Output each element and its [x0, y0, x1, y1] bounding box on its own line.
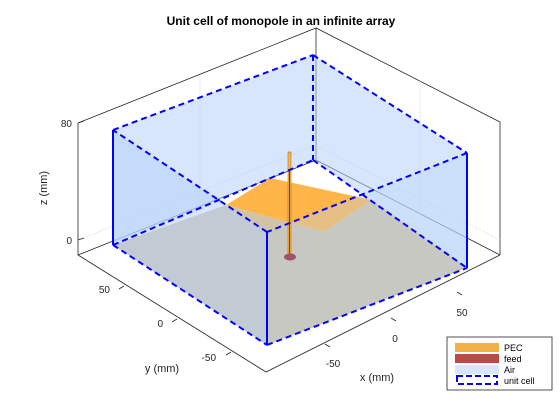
legend-swatch-feed	[455, 354, 499, 363]
x-axis-ticks	[324, 291, 463, 348]
pec-plate	[226, 178, 372, 232]
figure-title: Unit cell of monopole in an infinite arr…	[167, 14, 396, 28]
legend-label-feed: feed	[504, 354, 522, 364]
air-back-right-wall	[313, 55, 467, 268]
y-tick-neg50: -50	[202, 353, 217, 364]
z-tick-80: 80	[61, 119, 73, 130]
y-tick-50: 50	[99, 285, 111, 296]
z-axis-label: z (mm)	[38, 171, 50, 205]
legend: PEC feed Air unit cell	[446, 336, 553, 391]
x-tick-50: 50	[456, 308, 468, 319]
legend-label-air: Air	[504, 365, 515, 375]
y-tick-0: 0	[157, 319, 163, 330]
unit-cell-outline	[112, 54, 468, 346]
x-axis-label: x (mm)	[360, 372, 394, 384]
y-axis-label: y (mm)	[145, 363, 179, 375]
legend-swatch-pec	[455, 343, 499, 352]
x-tick-0: 0	[392, 334, 398, 345]
air-front-right-wall	[267, 153, 467, 345]
legend-label-pec: PEC	[504, 343, 523, 353]
y-axis-ticks	[118, 285, 232, 356]
feed-point	[284, 253, 296, 261]
legend-swatch-unit-cell	[456, 375, 498, 385]
air-front-left-wall	[113, 130, 267, 345]
unit-cell-solid-edges	[112, 130, 468, 345]
z-axis-ticks	[77, 120, 85, 241]
x-tick-neg50: -50	[326, 359, 341, 370]
legend-label-unit-cell: unit cell	[504, 376, 535, 386]
z-tick-0: 0	[66, 236, 72, 247]
legend-swatch-air	[455, 365, 499, 374]
